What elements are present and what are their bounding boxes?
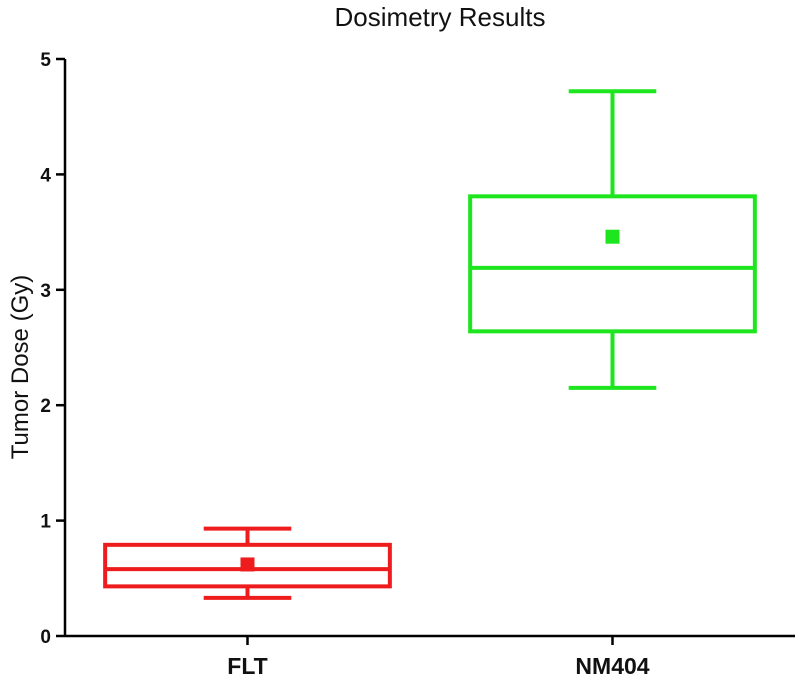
x-tick-label: FLT: [227, 653, 267, 679]
y-tick-label: 0: [40, 627, 51, 648]
iqr-box: [468, 194, 757, 334]
axes: 0 1 2 3 4 5 FLT NM404: [40, 50, 795, 679]
chart-title: Dosimetry Results: [335, 2, 546, 32]
y-tick-label: 2: [40, 396, 51, 417]
y-tick-label: 4: [40, 165, 51, 186]
box-flt: [103, 526, 392, 600]
y-tick-label: 3: [40, 281, 51, 302]
mean-marker: [240, 557, 255, 572]
y-tick-label: 1: [40, 512, 51, 533]
mean-marker: [605, 229, 620, 244]
box-plots: [103, 89, 757, 600]
iqr-box: [103, 542, 392, 589]
y-tick-label: 5: [40, 50, 51, 71]
y-axis-label: Tumor Dose (Gy): [7, 275, 34, 459]
x-tick-label: NM404: [575, 653, 649, 679]
box-nm404: [468, 89, 757, 390]
